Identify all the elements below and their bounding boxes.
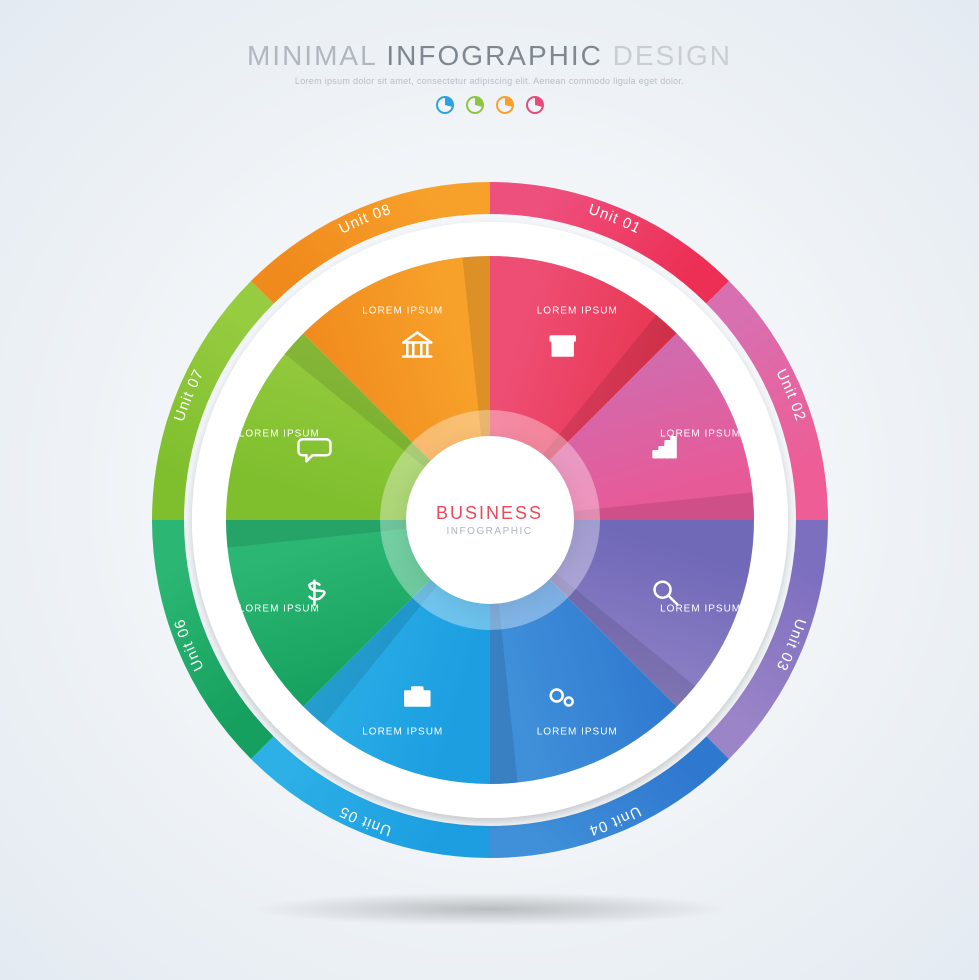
page-root: MINIMAL INFOGRAPHIC DESIGN Lorem ipsum d… [0, 0, 979, 980]
color-dot-icon [466, 96, 484, 114]
title-word-3: DESIGN [613, 40, 732, 71]
seg-label-03: LOREM IPSUM [660, 603, 741, 614]
page-title: MINIMAL INFOGRAPHIC DESIGN [0, 40, 979, 72]
header: MINIMAL INFOGRAPHIC DESIGN Lorem ipsum d… [0, 40, 979, 114]
seg-label-06: LOREM IPSUM [238, 603, 319, 614]
center-subtitle: INFOGRAPHIC [447, 526, 533, 537]
center-title: BUSINESS [436, 503, 543, 524]
seg-label-02: LOREM IPSUM [660, 429, 741, 440]
title-word-1: MINIMAL [247, 40, 377, 71]
seg-label-01: LOREM IPSUM [536, 305, 617, 316]
color-dot-icon [526, 96, 544, 114]
infographic-wheel: LOREM IPSUM LOREM IPSUM LOREM IPSUM LOREM I… [140, 170, 840, 870]
seg-label-08: LOREM IPSUM [362, 305, 443, 316]
seg-label-07: LOREM IPSUM [238, 429, 319, 440]
seg-label-04: LOREM IPSUM [536, 727, 617, 738]
color-dots [0, 96, 979, 114]
box-icon [550, 336, 574, 355]
seg-label-05: LOREM IPSUM [362, 727, 443, 738]
color-dot-icon [436, 96, 454, 114]
color-dot-icon [496, 96, 514, 114]
title-word-2: INFOGRAPHIC [386, 40, 602, 71]
page-subtitle: Lorem ipsum dolor sit amet, consectetur … [0, 76, 979, 86]
drop-shadow [250, 892, 730, 926]
center-circle: BUSINESS INFOGRAPHIC [406, 436, 574, 604]
